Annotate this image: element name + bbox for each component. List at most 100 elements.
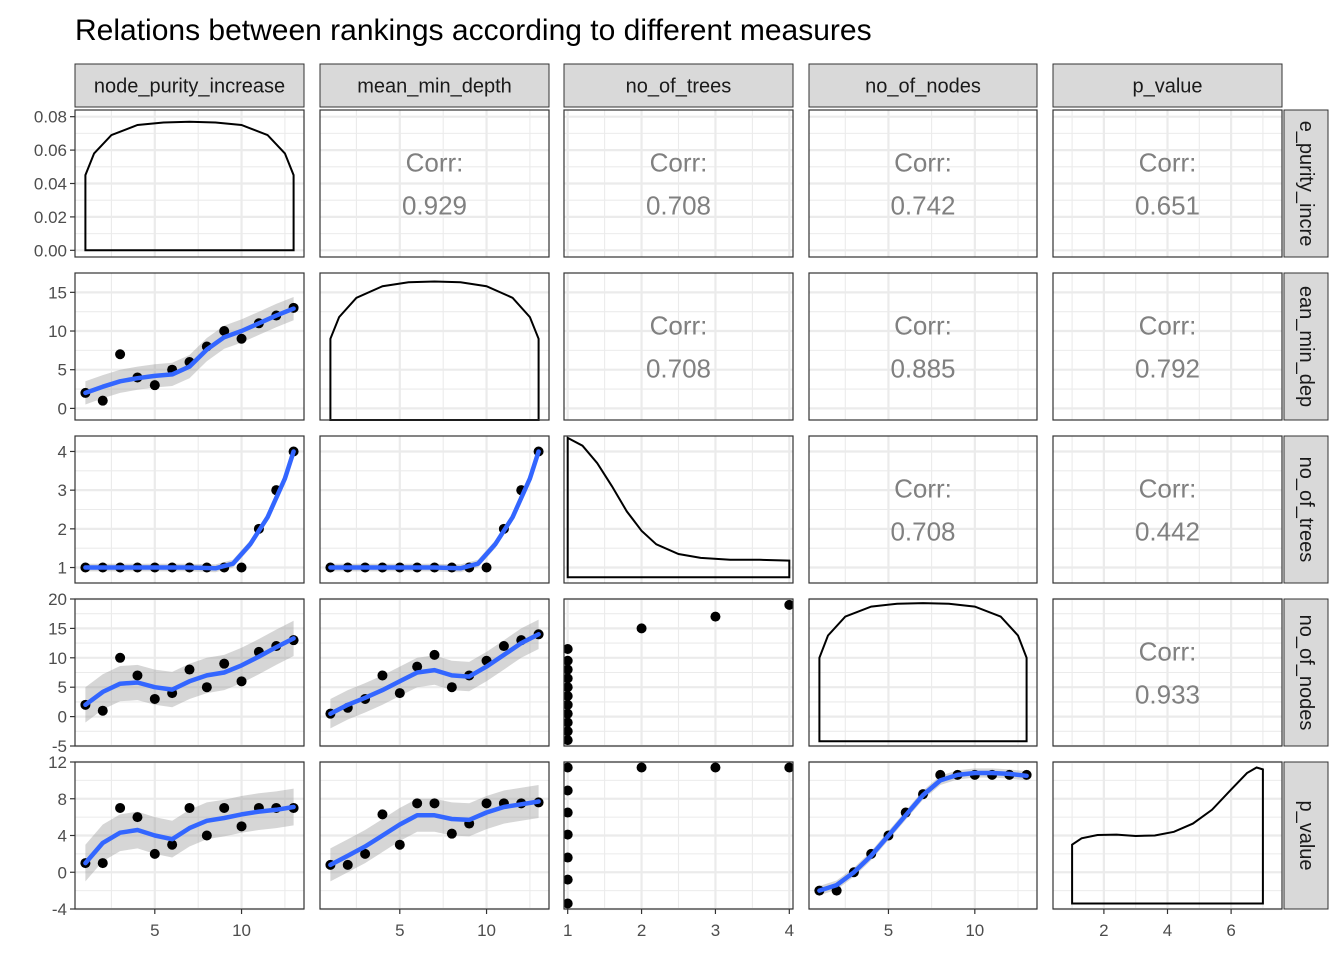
corr-value: 0.792 bbox=[1135, 354, 1200, 384]
panel: Corr: 0.885 bbox=[808, 272, 1038, 421]
data-point bbox=[564, 762, 573, 773]
data-point bbox=[219, 326, 230, 337]
y-tick-label: 1 bbox=[58, 559, 67, 578]
smooth-line bbox=[328, 632, 541, 716]
panel: Corr: 0.742 bbox=[808, 109, 1038, 258]
panel-border bbox=[319, 435, 550, 584]
corr-label: Corr: bbox=[650, 311, 708, 341]
panel: Corr: 0.708 bbox=[563, 272, 794, 421]
row-strip-label: no_of_trees bbox=[1295, 457, 1317, 563]
data-point bbox=[784, 762, 793, 773]
row-strip bbox=[1283, 435, 1329, 584]
y-tick-label: 5 bbox=[58, 678, 67, 697]
x-tick-label: 6 bbox=[1226, 921, 1235, 940]
data-point bbox=[167, 839, 178, 850]
data-point bbox=[564, 708, 573, 719]
data-point bbox=[429, 798, 440, 809]
column-strip-label: mean_min_depth bbox=[357, 76, 512, 98]
data-point bbox=[564, 807, 573, 818]
data-point bbox=[236, 333, 247, 344]
y-tick-label: 10 bbox=[48, 649, 67, 668]
panel bbox=[319, 272, 550, 421]
data-point bbox=[481, 562, 492, 573]
data-point bbox=[149, 380, 160, 391]
y-tick-label: 0.02 bbox=[34, 208, 67, 227]
column-strip-label: no_of_trees bbox=[626, 76, 732, 98]
data-point bbox=[636, 762, 647, 773]
corr-value: 0.651 bbox=[1135, 191, 1200, 221]
y-tick-label: 0 bbox=[58, 863, 67, 882]
data-point bbox=[564, 673, 573, 684]
x-tick-label: 2 bbox=[637, 921, 646, 940]
confidence-band bbox=[330, 619, 539, 729]
y-tick-label: 4 bbox=[58, 442, 67, 461]
row-strip bbox=[1283, 272, 1329, 421]
panel-border bbox=[808, 109, 1038, 258]
row-strip bbox=[1283, 109, 1329, 258]
panel-border bbox=[808, 598, 1038, 747]
chart-title: Relations between rankings according to … bbox=[75, 14, 872, 47]
smooth-line bbox=[328, 799, 541, 868]
row-strip-label: ean_min_dep bbox=[1295, 286, 1317, 407]
x-tick-label: 5 bbox=[395, 921, 404, 940]
smooth-line bbox=[83, 306, 296, 396]
data-point bbox=[710, 762, 721, 773]
data-point bbox=[219, 658, 230, 669]
x-tick-label: 5 bbox=[884, 921, 893, 940]
y-tick-label: 0 bbox=[58, 399, 67, 418]
data-point bbox=[97, 705, 108, 716]
panel-border bbox=[563, 272, 794, 421]
y-tick-label: 2 bbox=[58, 520, 67, 539]
y-tick-label: 15 bbox=[48, 283, 67, 302]
data-point bbox=[201, 830, 212, 841]
data-point bbox=[564, 655, 573, 666]
corr-value: 0.933 bbox=[1135, 680, 1200, 710]
corr-label: Corr: bbox=[894, 148, 952, 178]
data-point bbox=[219, 802, 230, 813]
corr-label: Corr: bbox=[894, 311, 952, 341]
y-tick-label: -5 bbox=[52, 737, 67, 756]
data-point bbox=[342, 859, 353, 870]
data-point bbox=[481, 798, 492, 809]
data-point bbox=[784, 599, 793, 610]
smooth-line bbox=[83, 804, 296, 866]
x-tick-label: 1 bbox=[563, 921, 572, 940]
y-tick-label: 3 bbox=[58, 481, 67, 500]
corr-value: 0.708 bbox=[646, 191, 711, 221]
panel bbox=[74, 435, 305, 584]
panel-border bbox=[563, 761, 794, 910]
data-point bbox=[564, 699, 573, 710]
panel bbox=[1052, 760, 1283, 911]
panel-background bbox=[809, 273, 1037, 420]
corr-label: Corr: bbox=[1139, 474, 1197, 504]
data-point bbox=[236, 821, 247, 832]
panel-border bbox=[319, 109, 550, 258]
corr-value: 0.708 bbox=[890, 517, 955, 547]
panel-border bbox=[1052, 109, 1283, 258]
panel-background bbox=[75, 273, 304, 420]
data-point bbox=[564, 852, 573, 863]
data-point bbox=[429, 649, 440, 660]
data-point bbox=[377, 670, 388, 681]
corr-label: Corr: bbox=[1139, 637, 1197, 667]
smooth-line bbox=[83, 449, 296, 571]
y-tick-label: 0 bbox=[58, 708, 67, 727]
panel: Corr: 0.651 bbox=[1052, 109, 1283, 258]
y-tick-label: 20 bbox=[48, 590, 67, 609]
data-point bbox=[184, 664, 195, 675]
panel: Corr: 0.792 bbox=[1052, 272, 1283, 421]
column-strip bbox=[1052, 63, 1283, 108]
y-tick-label: 15 bbox=[48, 619, 67, 638]
y-tick-label: 8 bbox=[58, 790, 67, 809]
data-point bbox=[115, 802, 126, 813]
panel-border bbox=[74, 272, 305, 421]
data-point bbox=[115, 652, 126, 663]
y-tick-label: -4 bbox=[52, 900, 67, 919]
column-strip bbox=[563, 63, 794, 108]
data-point bbox=[184, 802, 195, 813]
corr-value: 0.742 bbox=[890, 191, 955, 221]
row-strip bbox=[1283, 598, 1329, 747]
panel-border bbox=[1052, 598, 1283, 747]
y-tick-label: 5 bbox=[58, 361, 67, 380]
panel bbox=[563, 597, 794, 748]
